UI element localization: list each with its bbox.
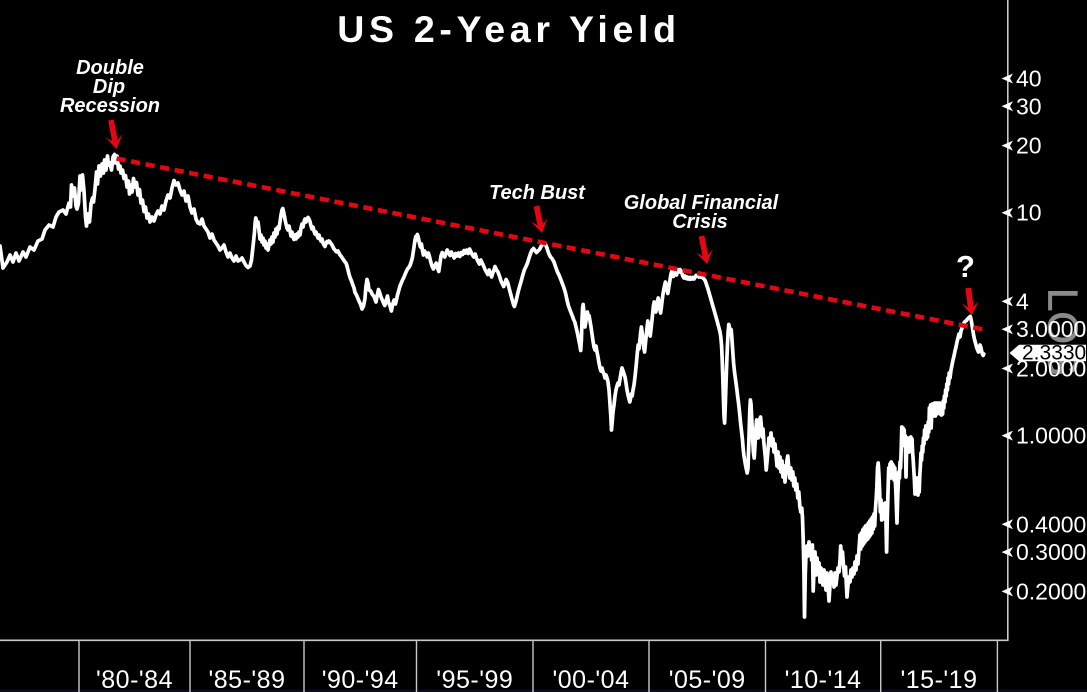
svg-text:Recession: Recession bbox=[60, 95, 160, 117]
svg-text:?: ? bbox=[956, 249, 975, 284]
svg-text:LOG: LOG bbox=[1040, 288, 1087, 377]
svg-text:US 2-Year Yield: US 2-Year Yield bbox=[337, 8, 681, 50]
svg-text:'00-'04: '00-'04 bbox=[553, 666, 630, 692]
svg-text:'95-'99: '95-'99 bbox=[436, 666, 513, 692]
svg-text:30: 30 bbox=[1016, 93, 1042, 119]
svg-text:40: 40 bbox=[1016, 66, 1042, 92]
svg-text:Tech Bust: Tech Bust bbox=[489, 182, 586, 204]
svg-text:2.3330: 2.3330 bbox=[1022, 342, 1086, 365]
svg-text:1.0000: 1.0000 bbox=[1016, 423, 1086, 449]
svg-text:Crisis: Crisis bbox=[672, 211, 728, 233]
svg-text:'15-'19: '15-'19 bbox=[901, 666, 978, 692]
svg-text:'90-'94: '90-'94 bbox=[322, 666, 399, 692]
svg-text:'80-'84: '80-'84 bbox=[96, 666, 173, 692]
svg-text:0.4000: 0.4000 bbox=[1016, 511, 1086, 537]
svg-text:Global Financial: Global Financial bbox=[624, 192, 779, 214]
svg-text:20: 20 bbox=[1016, 133, 1042, 159]
svg-text:10: 10 bbox=[1016, 200, 1042, 226]
svg-text:'10-'14: '10-'14 bbox=[785, 666, 862, 692]
svg-text:0.3000: 0.3000 bbox=[1016, 539, 1086, 565]
svg-text:Dip: Dip bbox=[93, 76, 125, 98]
svg-text:Double: Double bbox=[76, 57, 144, 79]
svg-text:4: 4 bbox=[1016, 288, 1029, 314]
svg-text:'05-'09: '05-'09 bbox=[669, 666, 746, 692]
svg-text:0.2000: 0.2000 bbox=[1016, 578, 1086, 604]
svg-text:3.0000: 3.0000 bbox=[1016, 316, 1086, 342]
svg-text:'85-'89: '85-'89 bbox=[209, 666, 286, 692]
